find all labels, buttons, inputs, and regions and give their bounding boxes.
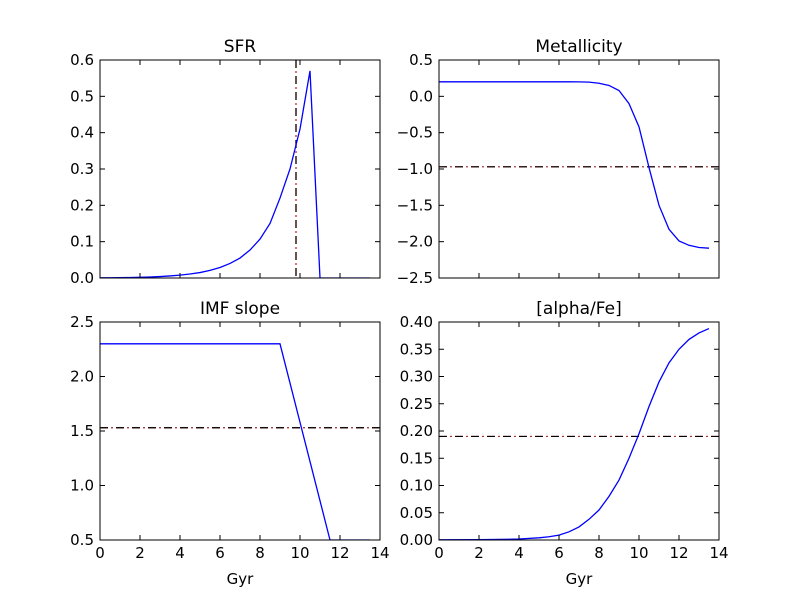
imf-ytick-label: 1.5 [70,422,94,440]
imf-ytick-label: 2.0 [70,368,94,386]
metallicity-series-line [439,81,710,249]
alpha-ytick-label: 0.15 [400,449,433,467]
alpha-xtick-label: 2 [474,544,484,562]
sfr-title: SFR [224,37,257,57]
alpha-ytick-label: 0.05 [400,504,433,522]
alpha-ytick-label: 0.00 [400,531,433,549]
metallicity-title: Metallicity [535,37,622,57]
alpha-plot: 0 2 4 6 8 10 12 14 0.00 0.05 0.10 0.15 0.20 0.25 0.30 0… [400,313,729,562]
imf-xlabel: Gyr [227,570,255,588]
metallicity-ytick-label: −2.5 [397,269,433,287]
alpha-xtick-label: 0 [434,544,444,562]
imf-xtick-label: 8 [255,544,265,562]
sfr-ytick-label: 0.3 [70,160,94,178]
alpha-ytick-label: 0.25 [400,395,433,413]
imf-ytick-label: 1.0 [70,477,94,495]
alpha-xtick-label: 12 [669,544,688,562]
metallicity-ytick-label: −1.0 [397,160,433,178]
metallicity-plot: −2.5 −2.0 −1.5 −1.0 −0.5 0.0 0.5 [397,51,720,287]
alpha-ytick-label: 0.35 [400,340,433,358]
imf-title: IMF slope [200,299,280,319]
alpha-series-line [439,327,710,540]
alpha-title: [alpha/Fe] [536,299,621,319]
metallicity-ytick-label: 0.0 [409,87,433,105]
alpha-ytick-label: 0.40 [400,313,433,331]
imf-xtick-label: 6 [215,544,225,562]
panel-sfr: SFR 0.0 0.1 0.2 0.3 0.4 0.5 0.6 [70,37,381,287]
alpha-xlabel: Gyr [566,570,594,588]
alpha-xtick-label: 8 [594,544,604,562]
panel-metallicity: Metallicity −2.5 −2.0 −1.5 −1.0 −0.5 0.0 0.5 [397,37,720,287]
metallicity-ytick-label: −0.5 [397,124,433,142]
sfr-ytick-label: 0.1 [70,233,94,251]
alpha-ytick-label: 0.10 [400,477,433,495]
imf-ytick-label: 0.5 [70,531,94,549]
imf-xtick-label: 12 [330,544,349,562]
metallicity-ytick-label: 0.5 [409,51,433,69]
imf-plot: 0 2 4 6 8 10 12 14 0.5 1.0 1.5 2.0 2.5 [70,313,389,562]
sfr-ytick-label: 0.0 [70,269,94,287]
alpha-xtick-label: 6 [554,544,564,562]
imf-ytick-label: 2.5 [70,313,94,331]
imf-xtick-label: 2 [135,544,145,562]
sfr-ytick-label: 0.5 [70,87,94,105]
sfr-ytick-label: 0.4 [70,124,94,142]
metallicity-ytick-label: −1.5 [397,196,433,214]
alpha-xtick-label: 14 [709,544,728,562]
metallicity-ytick-label: −2.0 [397,233,433,251]
alpha-xtick-label: 10 [629,544,648,562]
panel-alpha: [alpha/Fe] 0 2 4 6 8 10 12 14 0.00 0.05 0.10 0.15 0.… [400,299,729,588]
sfr-series-line [100,70,370,278]
panel-imf: IMF slope 0 2 4 6 8 10 12 14 0.5 1.0 1.5 2.0 2.5 Gyr [70,299,389,588]
alpha-xtick-label: 4 [514,544,524,562]
sfr-ytick-label: 0.6 [70,51,94,69]
imf-series-line [100,343,370,540]
alpha-ytick-label: 0.20 [400,422,433,440]
sfr-plot: 0.0 0.1 0.2 0.3 0.4 0.5 0.6 [70,51,381,287]
alpha-ytick-label: 0.30 [400,368,433,386]
imf-xtick-label: 14 [370,544,389,562]
imf-xtick-label: 0 [95,544,105,562]
sfr-ytick-label: 0.2 [70,196,94,214]
imf-xtick-label: 10 [290,544,309,562]
imf-xtick-label: 4 [175,544,185,562]
